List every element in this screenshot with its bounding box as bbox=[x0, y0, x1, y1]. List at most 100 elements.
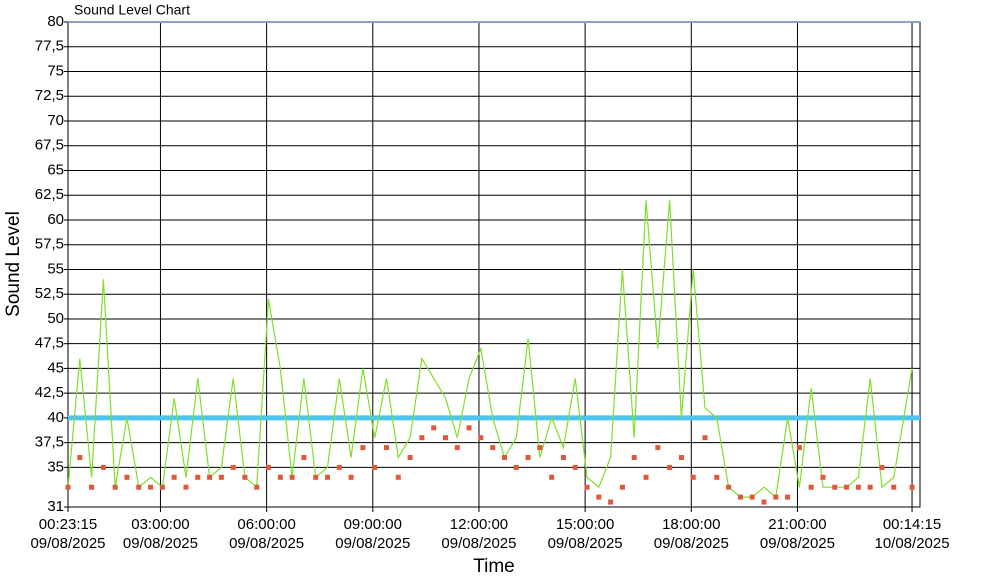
data-point bbox=[360, 445, 366, 451]
data-point bbox=[867, 484, 873, 490]
data-point bbox=[419, 435, 425, 441]
data-point bbox=[596, 494, 602, 500]
data-point bbox=[207, 474, 213, 480]
data-point bbox=[313, 474, 319, 480]
data-point bbox=[832, 484, 838, 490]
data-point bbox=[407, 455, 413, 461]
y-tick-label: 55 bbox=[47, 260, 64, 277]
data-point bbox=[560, 455, 566, 461]
data-point bbox=[289, 474, 295, 480]
data-point bbox=[490, 445, 496, 451]
data-point bbox=[159, 484, 165, 490]
data-point bbox=[254, 484, 260, 490]
y-tick-label: 37,5 bbox=[35, 434, 64, 451]
y-tick-label: 52,5 bbox=[35, 285, 64, 302]
x-tick-label: 00:14:15 10/08/2025 bbox=[874, 516, 950, 552]
data-point bbox=[325, 474, 331, 480]
data-point bbox=[183, 484, 189, 490]
data-point bbox=[112, 484, 118, 490]
y-tick-label: 40 bbox=[47, 409, 64, 426]
y-tick-label: 31 bbox=[47, 498, 64, 515]
y-tick-label: 47,5 bbox=[35, 335, 64, 352]
data-point bbox=[442, 435, 448, 441]
data-point bbox=[855, 484, 861, 490]
y-tick-label: 70 bbox=[47, 112, 64, 129]
data-point bbox=[655, 445, 661, 451]
data-point bbox=[726, 484, 732, 490]
x-tick-label: 09:00:00 09/08/2025 bbox=[335, 516, 411, 552]
data-point bbox=[466, 425, 472, 431]
y-tick-label: 45 bbox=[47, 359, 64, 376]
data-point bbox=[608, 499, 614, 505]
data-point bbox=[395, 474, 401, 480]
y-tick-label: 42,5 bbox=[35, 384, 64, 401]
data-point bbox=[844, 484, 850, 490]
chart-title: Sound Level Chart bbox=[74, 2, 190, 18]
data-point bbox=[266, 464, 272, 470]
y-tick-label: 75 bbox=[47, 62, 64, 79]
x-tick-label: 21:00:00 09/08/2025 bbox=[759, 516, 835, 552]
y-tick-label: 57,5 bbox=[35, 236, 64, 253]
data-point bbox=[690, 474, 696, 480]
data-point bbox=[678, 455, 684, 461]
data-point bbox=[65, 484, 71, 490]
data-point bbox=[277, 474, 283, 480]
data-point bbox=[808, 484, 814, 490]
data-point bbox=[501, 455, 507, 461]
data-point bbox=[195, 474, 201, 480]
data-point bbox=[820, 474, 826, 480]
y-tick-label: 62,5 bbox=[35, 186, 64, 203]
y-tick-label: 35 bbox=[47, 458, 64, 475]
data-point bbox=[909, 484, 915, 490]
data-point bbox=[348, 474, 354, 480]
y-tick-label: 65 bbox=[47, 161, 64, 178]
x-tick-label: 03:00:00 09/08/2025 bbox=[122, 516, 198, 552]
data-point bbox=[148, 484, 154, 490]
data-point bbox=[525, 455, 531, 461]
data-point bbox=[301, 455, 307, 461]
data-point bbox=[124, 474, 130, 480]
data-point bbox=[572, 464, 578, 470]
y-tick-label: 67,5 bbox=[35, 137, 64, 154]
y-tick-label: 60 bbox=[47, 211, 64, 228]
data-point bbox=[785, 494, 791, 500]
data-point bbox=[549, 474, 555, 480]
y-axis-title: Sound Level bbox=[3, 211, 24, 317]
data-point bbox=[619, 484, 625, 490]
x-tick-label: 06:00:00 09/08/2025 bbox=[229, 516, 305, 552]
data-point bbox=[136, 484, 142, 490]
data-point bbox=[242, 474, 248, 480]
data-point bbox=[737, 494, 743, 500]
data-point bbox=[667, 464, 673, 470]
x-axis-title: Time bbox=[473, 556, 515, 577]
x-tick-label: 18:00:00 09/08/2025 bbox=[653, 516, 729, 552]
data-point bbox=[714, 474, 720, 480]
data-line bbox=[67, 200, 913, 499]
data-point bbox=[336, 464, 342, 470]
data-point bbox=[702, 435, 708, 441]
data-point bbox=[537, 445, 543, 451]
x-tick-label: 00:23:15 09/08/2025 bbox=[30, 516, 106, 552]
data-point bbox=[230, 464, 236, 470]
data-point bbox=[631, 455, 637, 461]
x-tick-label: 12:00:00 09/08/2025 bbox=[441, 516, 517, 552]
data-point bbox=[171, 474, 177, 480]
y-tick-label: 72,5 bbox=[35, 87, 64, 104]
plot-frame bbox=[67, 21, 921, 508]
data-point bbox=[372, 464, 378, 470]
data-point bbox=[749, 494, 755, 500]
data-point bbox=[879, 464, 885, 470]
data-point bbox=[100, 464, 106, 470]
data-point bbox=[431, 425, 437, 431]
data-point bbox=[384, 445, 390, 451]
data-point bbox=[77, 455, 83, 461]
data-point bbox=[773, 494, 779, 500]
data-point bbox=[584, 484, 590, 490]
data-point bbox=[643, 474, 649, 480]
data-point bbox=[218, 474, 224, 480]
y-tick-label: 80 bbox=[47, 13, 64, 30]
x-tick-label: 15:00:00 09/08/2025 bbox=[547, 516, 623, 552]
data-point bbox=[796, 445, 802, 451]
